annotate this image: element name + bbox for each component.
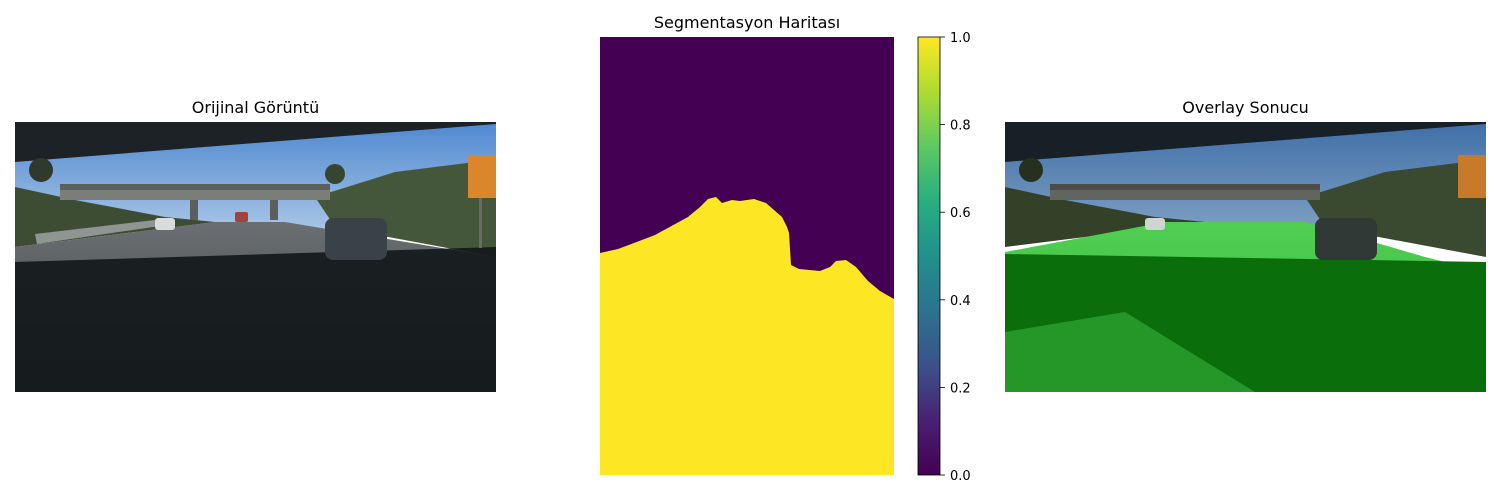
colorbar: 0.0 0.2 0.4 0.6 0.8 1.0: [917, 31, 971, 484]
overlay-road-lower-lit: [1005, 312, 1255, 392]
car-white: [1145, 218, 1165, 230]
overpass-pillar-right: [270, 200, 278, 220]
overpass-pillar-left: [190, 200, 198, 220]
overpass-deck: [60, 190, 330, 200]
road-shadow: [15, 247, 496, 392]
suv-dark: [1315, 218, 1377, 260]
segmentation-heatmap: [600, 37, 894, 475]
car-white: [155, 218, 175, 230]
overhead-bridge-shadow: [15, 122, 496, 162]
segmentation-map-title: Segmentasyon Haritası: [653, 13, 841, 32]
colorbar-gradient: [917, 36, 941, 476]
colorbar-tick-label: 0.4: [950, 294, 971, 309]
tree-left: [29, 158, 53, 182]
colorbar-tick-label: 0.0: [950, 469, 971, 484]
colorbar-tick-label: 0.8: [950, 119, 971, 134]
overlay-result-title: Overlay Sonucu: [1182, 98, 1309, 117]
right-embankment: [315, 162, 496, 257]
colorbar-tick-label: 0.2: [950, 381, 971, 396]
tree-left: [1019, 158, 1043, 182]
original-road-image: [15, 122, 496, 392]
overpass-railing: [60, 184, 330, 190]
car-red: [235, 212, 248, 222]
tree-right: [325, 164, 345, 184]
colorbar-tick-label: 0.6: [950, 206, 971, 221]
suv-dark: [325, 218, 387, 260]
colorbar-ticks: 0.0 0.2 0.4 0.6 0.8 1.0: [940, 31, 971, 484]
overpass-deck: [1050, 190, 1320, 200]
right-embankment: [1305, 162, 1486, 257]
colorbar-tick-label: 1.0: [950, 31, 971, 46]
left-embankment: [1005, 187, 1205, 247]
road-sign-post: [479, 198, 482, 248]
road-sign: [468, 155, 496, 198]
overhead-bridge-shadow: [1005, 122, 1486, 162]
original-image-title: Orijinal Görüntü: [191, 98, 320, 117]
overlay-result-image: [1005, 122, 1486, 392]
class-1-region: [600, 197, 894, 475]
overpass-railing: [1050, 184, 1320, 190]
road-sign: [1458, 155, 1486, 198]
concrete-barrier: [35, 220, 160, 244]
